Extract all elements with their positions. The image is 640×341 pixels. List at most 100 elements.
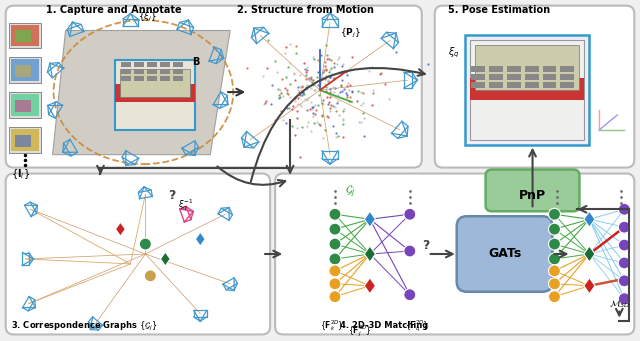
Circle shape — [618, 275, 630, 287]
Text: $\xi_q$: $\xi_q$ — [448, 46, 460, 60]
Circle shape — [329, 238, 341, 250]
Circle shape — [404, 245, 416, 257]
Circle shape — [618, 203, 630, 215]
Circle shape — [548, 291, 561, 303]
Circle shape — [140, 238, 152, 250]
Circle shape — [329, 208, 341, 220]
Bar — [465, 35, 589, 145]
Text: $\{\mathbf{I}_i\}$: $\{\mathbf{I}_i\}$ — [11, 168, 30, 181]
Circle shape — [404, 208, 416, 220]
Bar — [507, 82, 520, 88]
Circle shape — [329, 253, 341, 265]
Bar — [134, 76, 145, 81]
Bar — [488, 66, 502, 72]
Bar — [115, 84, 195, 102]
Circle shape — [404, 289, 416, 301]
Text: $\mathcal{M}_{3D}$: $\mathcal{M}_{3D}$ — [609, 299, 630, 310]
Bar — [161, 62, 170, 67]
Bar — [15, 135, 31, 147]
Polygon shape — [116, 222, 125, 236]
Bar — [147, 69, 157, 74]
Bar — [470, 82, 484, 88]
Text: $\{\xi_i\}$: $\{\xi_i\}$ — [138, 10, 157, 23]
Circle shape — [145, 270, 156, 282]
Bar — [173, 62, 183, 67]
Bar — [120, 69, 190, 97]
FancyArrowPatch shape — [218, 166, 285, 187]
Circle shape — [548, 278, 561, 290]
Circle shape — [548, 265, 561, 277]
FancyBboxPatch shape — [435, 6, 634, 167]
Text: $\{\mathbf{F}_q^{2D}\}$: $\{\mathbf{F}_q^{2D}\}$ — [405, 318, 429, 334]
Bar — [11, 129, 38, 151]
Polygon shape — [161, 252, 170, 266]
FancyArrowPatch shape — [251, 68, 425, 182]
Polygon shape — [364, 278, 376, 294]
Bar — [488, 82, 502, 88]
Bar — [507, 74, 520, 80]
Text: $\mathcal{G}_j$: $\mathcal{G}_j$ — [345, 184, 356, 200]
Bar — [470, 78, 584, 100]
Bar — [543, 66, 557, 72]
Bar — [122, 62, 131, 67]
Bar — [134, 69, 145, 74]
Text: $\xi_q^{-1}$: $\xi_q^{-1}$ — [179, 197, 194, 213]
Bar — [11, 94, 38, 116]
Bar — [134, 62, 145, 67]
Text: $\{\mathbf{P}_j\}$: $\{\mathbf{P}_j\}$ — [340, 27, 361, 40]
Bar — [173, 69, 183, 74]
FancyBboxPatch shape — [486, 169, 579, 211]
FancyBboxPatch shape — [457, 216, 552, 292]
Bar — [470, 41, 584, 140]
Bar — [15, 30, 31, 42]
Bar — [525, 66, 538, 72]
Bar — [161, 69, 170, 74]
Bar — [9, 23, 40, 48]
Circle shape — [618, 221, 630, 233]
Text: $\{\mathbf{F}_j^{3D}\}$: $\{\mathbf{F}_j^{3D}\}$ — [348, 324, 371, 339]
Circle shape — [618, 293, 630, 305]
FancyBboxPatch shape — [6, 174, 270, 335]
Bar — [9, 92, 40, 118]
Circle shape — [329, 223, 341, 235]
Polygon shape — [195, 232, 205, 246]
Text: ?: ? — [168, 189, 176, 202]
Text: 5. Pose Estimation: 5. Pose Estimation — [448, 5, 550, 15]
Bar — [147, 62, 157, 67]
Circle shape — [329, 265, 341, 277]
Circle shape — [548, 208, 561, 220]
Polygon shape — [584, 278, 595, 294]
Polygon shape — [364, 246, 376, 262]
Bar — [122, 76, 131, 81]
Text: GATs: GATs — [488, 248, 521, 261]
Text: $\{\mathbf{F}_k^{2D}\}$: $\{\mathbf{F}_k^{2D}\}$ — [320, 318, 344, 333]
Text: 1. Capture and Annotate: 1. Capture and Annotate — [45, 5, 181, 15]
Circle shape — [618, 239, 630, 251]
Bar — [507, 66, 520, 72]
Text: 4. 2D-3D Matching: 4. 2D-3D Matching — [340, 322, 428, 330]
Bar — [543, 82, 557, 88]
Bar — [9, 57, 40, 83]
Text: PnP: PnP — [519, 189, 546, 202]
Bar — [147, 76, 157, 81]
Bar — [161, 76, 170, 81]
Bar — [122, 69, 131, 74]
Bar — [15, 65, 31, 77]
Bar — [561, 82, 575, 88]
FancyBboxPatch shape — [6, 6, 422, 167]
Bar — [470, 66, 484, 72]
Bar — [543, 74, 557, 80]
Polygon shape — [52, 30, 230, 155]
Bar — [11, 59, 38, 81]
Bar — [525, 82, 538, 88]
Bar — [561, 66, 575, 72]
Bar — [173, 76, 183, 81]
Text: 3. Correspondence Graphs $\{\mathcal{G}_j\}$: 3. Correspondence Graphs $\{\mathcal{G}_… — [11, 320, 157, 333]
Text: 2. Structure from Motion: 2. Structure from Motion — [237, 5, 374, 15]
Bar — [475, 45, 579, 90]
Bar — [15, 100, 31, 112]
Bar — [11, 25, 38, 46]
Circle shape — [329, 278, 341, 290]
Polygon shape — [364, 211, 376, 227]
Bar — [115, 60, 195, 130]
